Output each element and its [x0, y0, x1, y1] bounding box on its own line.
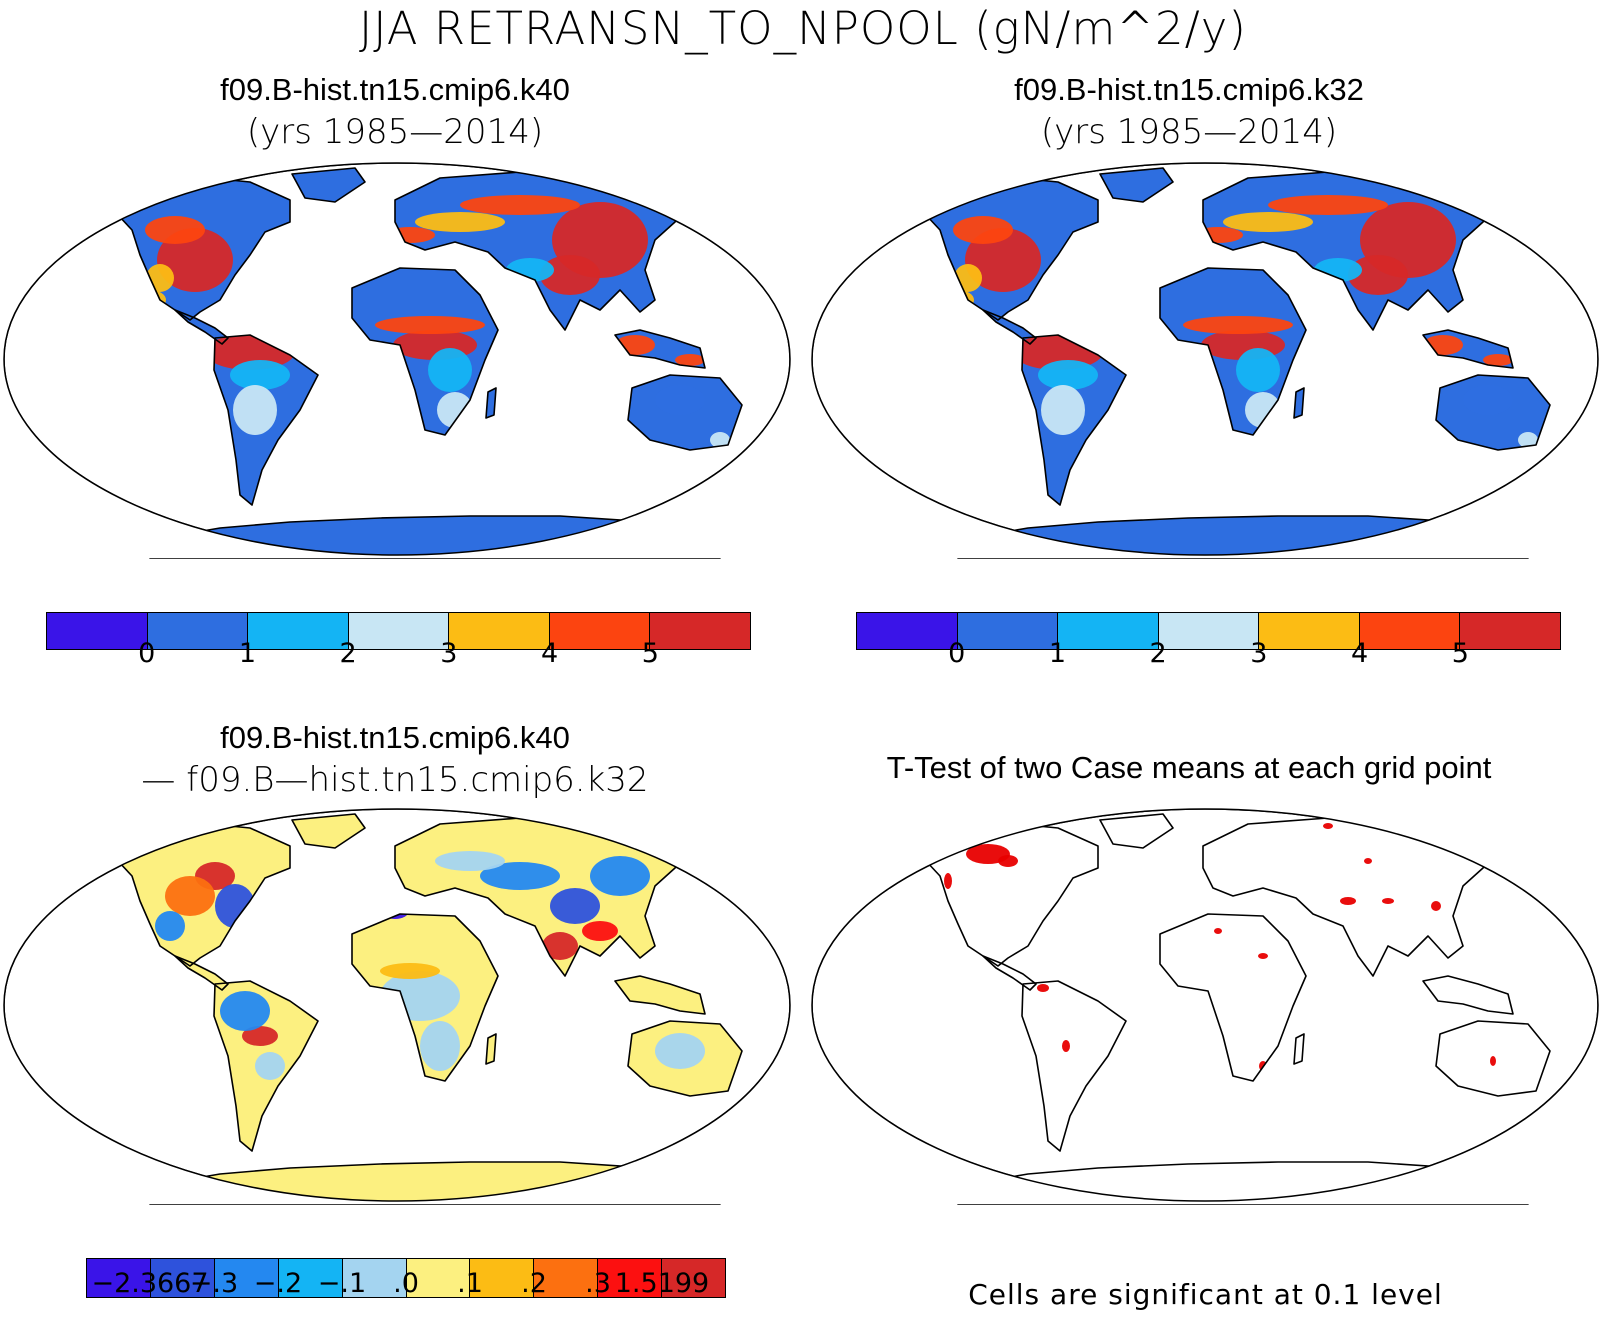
map-bottom-left [0, 806, 795, 1205]
colorbar-tick-label: 1 [1048, 638, 1067, 669]
colorbar-top-right [856, 612, 1561, 650]
colorbar-swatch [1058, 613, 1159, 649]
colorbar-swatch [214, 1259, 279, 1297]
colorbar-swatch [147, 613, 249, 649]
panel-title-top-left: f09.B-hist.tn15.cmip6.k40 [220, 72, 570, 107]
colorbar-swatch [1259, 613, 1360, 649]
panel-title-bottom-left: f09.B-hist.tn15.cmip6.k40 [220, 720, 570, 755]
colorbar-swatch [650, 613, 751, 649]
panel-title-bottom-right: T-Test of two Case means at each grid po… [886, 750, 1492, 785]
colorbar-swatch [662, 1259, 726, 1297]
colorbar-bottom-left [86, 1258, 726, 1298]
colorbar-swatch [1359, 613, 1461, 649]
colorbar-swatch [1460, 613, 1561, 649]
panel-subtitle-bottom-left: — f09.B—hist.tn15.cmip6.k32 [141, 760, 649, 800]
panel-title-top-right: f09.B-hist.tn15.cmip6.k32 [1014, 72, 1364, 107]
colorbar-tick-label: .3 [585, 1268, 611, 1299]
colorbar-top-left [46, 612, 751, 650]
colorbar-tick-label: 2 [339, 638, 357, 669]
colorbar-swatch [957, 613, 1059, 649]
colorbar-swatch [342, 1259, 407, 1297]
colorbar-swatch [857, 613, 958, 649]
colorbar-tick-label: −2.3667 [91, 1268, 209, 1299]
colorbar-tick-label: 5 [1451, 638, 1469, 669]
colorbar-tick-label: 4 [1350, 638, 1369, 669]
colorbar-tick-label: 1.5199 [614, 1268, 710, 1299]
map-top-left [0, 160, 795, 559]
colorbar-tick-label: 4 [540, 638, 559, 669]
colorbar-tick-label: 5 [641, 638, 659, 669]
colorbar-swatch [549, 613, 651, 649]
colorbar-swatch [449, 613, 550, 649]
colorbar-tick-label: 3 [440, 638, 458, 669]
colorbar-tick-label: 1 [238, 638, 257, 669]
colorbar-tick-label: −.2 [253, 1268, 303, 1299]
colorbar-swatch [278, 1259, 343, 1297]
colorbar-swatch [47, 613, 148, 649]
colorbar-tick-label: 2 [1149, 638, 1167, 669]
colorbar-tick-label: −.1 [317, 1268, 367, 1299]
colorbar-swatch [1158, 613, 1260, 649]
colorbar-tick-label: 0 [138, 638, 156, 669]
colorbar-tick-label: .2 [521, 1268, 547, 1299]
colorbar-swatch [150, 1259, 215, 1297]
figure-title: JJA RETRANSN_TO_NPOOL (gN/m^2/y) [359, 2, 1247, 55]
colorbar-swatch [470, 1259, 535, 1297]
map-bottom-right [808, 806, 1603, 1205]
colorbar-swatch [534, 1259, 599, 1297]
map-top-right [808, 160, 1603, 559]
colorbar-swatch [406, 1259, 471, 1297]
colorbar-tick-label: −.3 [189, 1268, 239, 1299]
colorbar-swatch [87, 1259, 151, 1297]
significance-note: Cells are significant at 0.1 level [968, 1278, 1443, 1311]
colorbar-tick-label: 0 [948, 638, 966, 669]
colorbar-tick-label: 3 [1250, 638, 1268, 669]
colorbar-tick-label: .0 [393, 1268, 419, 1299]
colorbar-swatch [248, 613, 349, 649]
colorbar-swatch [598, 1259, 663, 1297]
colorbar-tick-label: .1 [457, 1268, 483, 1299]
colorbar-swatch [348, 613, 450, 649]
panel-subtitle-top-right: (yrs 1985—2014) [1040, 112, 1338, 152]
panel-subtitle-top-left: (yrs 1985—2014) [246, 112, 544, 152]
